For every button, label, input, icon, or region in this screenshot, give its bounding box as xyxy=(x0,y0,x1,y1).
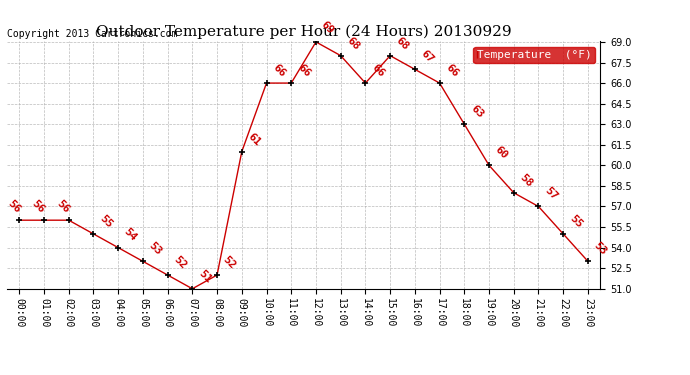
Text: 61: 61 xyxy=(246,131,263,147)
Text: 55: 55 xyxy=(567,213,584,230)
Text: 56: 56 xyxy=(55,198,72,214)
Text: 66: 66 xyxy=(370,62,386,79)
Text: 51: 51 xyxy=(197,268,213,285)
Text: 66: 66 xyxy=(270,62,287,79)
Legend: Temperature  (°F): Temperature (°F) xyxy=(473,47,595,63)
Text: 60: 60 xyxy=(493,144,510,161)
Text: 52: 52 xyxy=(221,254,238,271)
Text: 66: 66 xyxy=(444,62,460,79)
Text: Copyright 2013 Cartronics.com: Copyright 2013 Cartronics.com xyxy=(7,29,177,39)
Text: 66: 66 xyxy=(295,62,312,79)
Text: 52: 52 xyxy=(172,254,188,271)
Text: 55: 55 xyxy=(97,213,115,230)
Text: 68: 68 xyxy=(345,35,362,51)
Text: 68: 68 xyxy=(394,35,411,51)
Text: 54: 54 xyxy=(122,227,139,243)
Text: 58: 58 xyxy=(518,172,535,189)
Title: Outdoor Temperature per Hour (24 Hours) 20130929: Outdoor Temperature per Hour (24 Hours) … xyxy=(96,24,511,39)
Text: 53: 53 xyxy=(592,240,609,257)
Text: 53: 53 xyxy=(147,240,164,257)
Text: 56: 56 xyxy=(6,198,22,214)
Text: 57: 57 xyxy=(542,186,560,202)
Text: 67: 67 xyxy=(419,49,435,65)
Text: 69: 69 xyxy=(319,20,335,36)
Text: 63: 63 xyxy=(469,104,485,120)
Text: 56: 56 xyxy=(30,198,47,214)
